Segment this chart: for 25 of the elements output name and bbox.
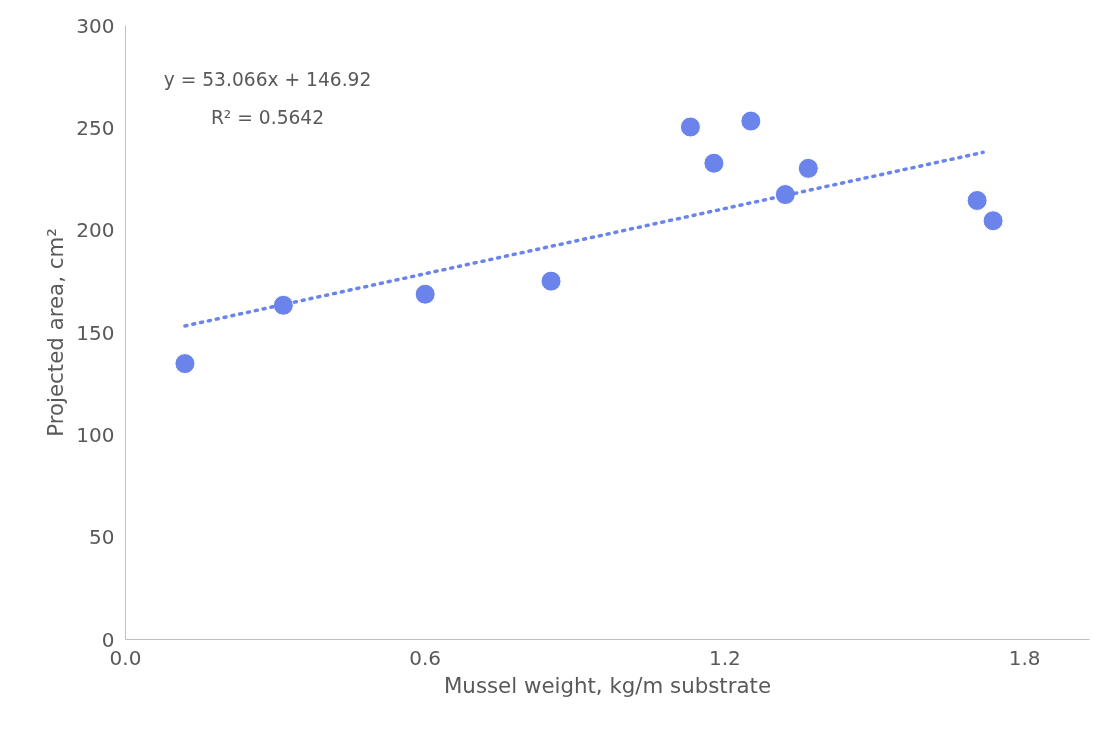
x-tick-label: 1.8 bbox=[1008, 645, 1041, 670]
annotation: R² = 0.5642 bbox=[210, 107, 325, 128]
point bbox=[272, 294, 294, 316]
y-tick-label: 300 bbox=[76, 13, 115, 38]
y-tick-label: 50 bbox=[89, 525, 115, 550]
x-tick-label: 1.2 bbox=[708, 645, 741, 670]
point bbox=[774, 184, 796, 206]
y-axis-title: Projected area, cm² bbox=[43, 228, 69, 437]
point bbox=[679, 116, 701, 138]
x-axis-title: Mussel weight, kg/m substrate bbox=[443, 672, 772, 698]
point bbox=[540, 270, 562, 292]
point bbox=[414, 283, 436, 305]
annotation: y = 53.066x + 146.92 bbox=[163, 69, 372, 90]
point bbox=[966, 190, 988, 211]
y-tick-label: 0 bbox=[101, 627, 115, 652]
point bbox=[740, 110, 762, 132]
point bbox=[174, 353, 196, 375]
y-tick-label: 250 bbox=[76, 115, 115, 140]
point bbox=[982, 210, 1004, 232]
y-tick-label: 200 bbox=[76, 218, 115, 243]
point bbox=[797, 157, 819, 179]
x-tick-label: 0.6 bbox=[409, 645, 442, 670]
y-tick-label: 100 bbox=[76, 422, 115, 447]
point bbox=[703, 152, 725, 174]
y-tick-label: 150 bbox=[76, 320, 115, 345]
